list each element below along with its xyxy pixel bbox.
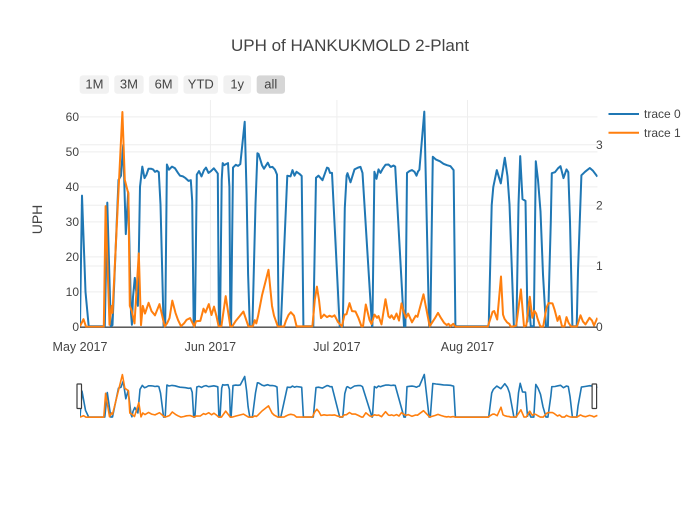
svg-text:trace 0: trace 0 (644, 107, 681, 121)
svg-text:6M: 6M (155, 77, 173, 92)
svg-text:all: all (264, 77, 277, 92)
svg-text:Aug 2017: Aug 2017 (441, 340, 495, 354)
svg-text:50: 50 (66, 145, 80, 159)
svg-text:Jul 2017: Jul 2017 (313, 340, 360, 354)
svg-text:trace 1: trace 1 (644, 126, 681, 140)
svg-text:2: 2 (596, 199, 603, 213)
svg-text:10: 10 (66, 285, 80, 299)
svg-text:1: 1 (596, 259, 603, 273)
svg-text:0: 0 (72, 320, 79, 334)
svg-text:3: 3 (596, 138, 603, 152)
svg-text:1M: 1M (85, 77, 103, 92)
svg-text:UPH of HANKUKMOLD 2-Plant: UPH of HANKUKMOLD 2-Plant (231, 36, 469, 55)
svg-text:UPH: UPH (29, 205, 45, 235)
svg-text:Jun 2017: Jun 2017 (185, 340, 236, 354)
svg-text:1y: 1y (230, 77, 244, 92)
svg-text:0: 0 (596, 320, 603, 334)
svg-text:60: 60 (66, 110, 80, 124)
svg-text:3M: 3M (120, 77, 138, 92)
svg-text:20: 20 (66, 250, 80, 264)
svg-text:40: 40 (66, 180, 80, 194)
svg-text:30: 30 (66, 215, 80, 229)
svg-text:YTD: YTD (188, 77, 214, 92)
svg-text:May 2017: May 2017 (53, 340, 108, 354)
